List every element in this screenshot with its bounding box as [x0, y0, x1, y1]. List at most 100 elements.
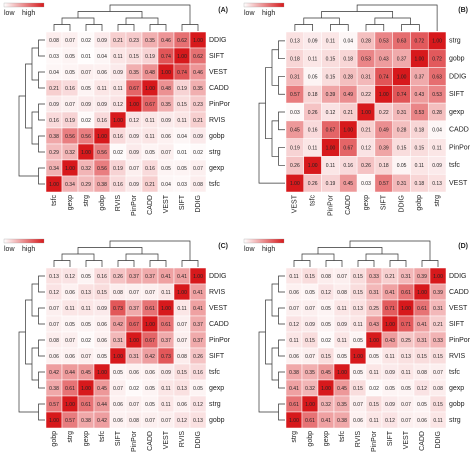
cell-value: 0.15: [97, 290, 107, 296]
cell-value: 0.12: [326, 110, 336, 116]
heatmap-cell: [427, 173, 447, 193]
cell-value: 0.37: [145, 274, 155, 280]
cell-value: 0.06: [353, 418, 363, 424]
cell-value: 0.73: [161, 354, 171, 360]
cell-value: 0.09: [385, 370, 395, 376]
column-label: gexp: [323, 431, 330, 446]
column-label: strg: [83, 195, 90, 207]
cell-value: 0.08: [129, 418, 139, 424]
cell-value: 0.09: [97, 306, 107, 312]
dendrogram-branch: [109, 240, 191, 261]
cell-value: 0.39: [417, 274, 427, 280]
cell-value: 0.28: [432, 110, 442, 116]
cell-value: 1.00: [113, 118, 123, 124]
cell-value: 0.09: [81, 102, 91, 108]
cell-value: 0.05: [417, 402, 427, 408]
cell-value: 0.23: [193, 102, 203, 108]
cell-value: 0.31: [433, 306, 443, 312]
cell-value: 0.43: [369, 322, 379, 328]
cell-value: 0.38: [81, 418, 91, 424]
legend-gradient: [243, 2, 285, 8]
cell-value: 0.67: [145, 338, 155, 344]
cell-value: 0.02: [321, 338, 331, 344]
cell-value: 0.57: [379, 181, 389, 187]
cell-value: 0.08: [417, 370, 427, 376]
cell-value: 0.42: [145, 354, 155, 360]
cell-value: 0.09: [337, 322, 347, 328]
dendrogram-branch: [38, 71, 45, 89]
cell-value: 0.18: [379, 163, 389, 169]
cell-value: 0.07: [145, 290, 155, 296]
dendrogram-branch: [278, 40, 285, 60]
cell-value: 0.02: [81, 38, 91, 44]
cell-value: 0.15: [369, 402, 379, 408]
cell-value: 0.31: [290, 74, 300, 80]
cell-value: 0.53: [432, 92, 442, 98]
cell-value: 1.00: [343, 128, 353, 134]
cell-value: 0.16: [193, 370, 203, 376]
cell-value: 0.56: [81, 134, 91, 140]
cell-value: 0.18: [308, 92, 318, 98]
cell-value: 0.11: [353, 322, 363, 328]
row-label: RVIS: [209, 117, 226, 124]
cell-value: 0.07: [433, 370, 443, 376]
cell-value: 0.13: [353, 306, 363, 312]
cell-value: 1.00: [81, 150, 91, 156]
cell-value: 0.05: [369, 354, 379, 360]
cell-value: 0.35: [305, 370, 315, 376]
dendrogram-branch: [18, 331, 39, 413]
cell-value: 0.31: [397, 181, 407, 187]
cell-value: 0.07: [129, 290, 139, 296]
cell-value: 0.35: [161, 102, 171, 108]
cell-value: 0.32: [81, 166, 91, 172]
dendrogram-branch: [374, 17, 411, 25]
cell-value: 0.06: [289, 354, 299, 360]
panel-label: (D): [458, 243, 468, 250]
column-label: PinPor: [371, 430, 378, 452]
legend-high: high: [22, 10, 35, 17]
row-label: strg: [449, 417, 461, 424]
cell-value: 0.06: [417, 418, 427, 424]
panel-label: (B): [458, 7, 468, 14]
cell-value: 0.43: [379, 56, 389, 62]
cell-value: 0.12: [289, 322, 299, 328]
dendrogram-branch: [317, 247, 383, 254]
dendrogram-branch: [181, 24, 199, 31]
cell-value: 1.00: [193, 38, 203, 44]
cell-value: 0.37: [397, 56, 407, 62]
cell-value: 1.00: [417, 290, 427, 296]
row-label: PinPor: [209, 337, 231, 344]
dendrogram-branch: [271, 49, 279, 86]
cell-value: 0.42: [49, 370, 59, 376]
row-label: gobp: [449, 56, 465, 63]
cell-value: 0.15: [177, 102, 187, 108]
cell-value: 0.05: [321, 322, 331, 328]
cell-value: 0.05: [145, 386, 155, 392]
cell-value: 0.09: [432, 163, 442, 169]
cell-value: 0.07: [65, 338, 75, 344]
dendrogram-branch: [258, 331, 279, 413]
dendrogram-branch: [356, 4, 438, 31]
dendrogram-branch: [278, 275, 285, 293]
cell-value: 0.67: [326, 128, 336, 134]
cell-value: 0.11: [337, 306, 347, 312]
cell-value: 0.21: [113, 38, 123, 44]
cell-value: 0.49: [343, 92, 353, 98]
cell-value: 0.71: [401, 322, 411, 328]
cell-value: 0.07: [337, 274, 347, 280]
column-label: VEST: [292, 194, 299, 213]
cell-value: 0.13: [49, 274, 59, 280]
cell-value: 0.45: [337, 386, 347, 392]
row-label: SIFT: [449, 321, 465, 328]
row-label: gobp: [209, 133, 225, 140]
cell-value: 1.00: [432, 39, 442, 45]
cell-value: 0.15: [326, 56, 336, 62]
cell-value: 0.09: [49, 102, 59, 108]
heatmap-panel: low high (C) 0.13 0.12 0.05 0.16 0.26 0.37 0.37 0.…: [3, 238, 231, 452]
dendrogram-branch: [31, 283, 39, 317]
cell-value: 0.15: [321, 354, 331, 360]
panel-label: (C): [218, 243, 228, 250]
cell-value: 0.05: [177, 166, 187, 172]
column-label: gobp: [51, 431, 58, 447]
cell-value: 0.16: [113, 182, 123, 188]
